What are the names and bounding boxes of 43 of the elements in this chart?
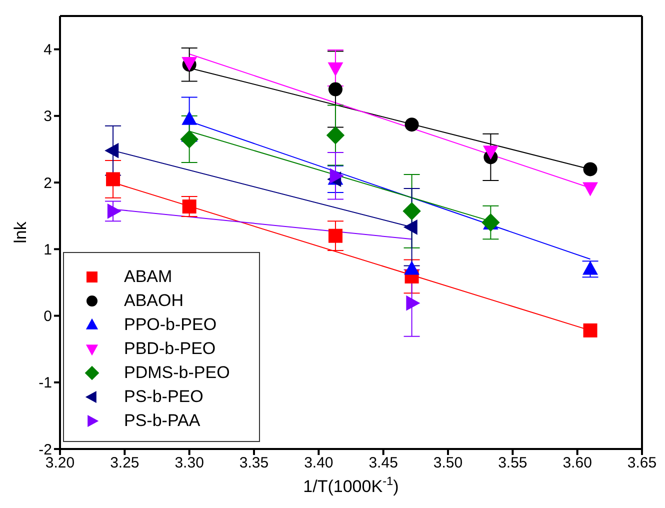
x-tick-label: 3.50 — [433, 454, 463, 472]
point — [406, 295, 420, 311]
x-tick-label: 3.35 — [239, 454, 269, 472]
point — [404, 260, 420, 275]
point — [582, 260, 598, 275]
x-tick-label: 3.30 — [174, 454, 204, 472]
point — [583, 162, 598, 176]
legend-label: ABAM — [124, 267, 172, 287]
legend-label: PDMS-b-PEO — [124, 363, 230, 383]
point — [104, 142, 119, 158]
legend-label: PS-b-PEO — [124, 387, 204, 407]
x-tick-label: 3.40 — [304, 454, 334, 472]
point — [180, 130, 198, 148]
point — [402, 202, 421, 220]
y-tick-label: 1 — [44, 241, 52, 258]
legend-label: PBD-b-PEO — [124, 339, 216, 359]
x-tick-label: 3.60 — [562, 454, 592, 472]
y-tick-label: 3 — [44, 108, 52, 126]
point — [582, 182, 598, 196]
legend-label: ABAOH — [124, 291, 184, 311]
x-tick-label: 3.25 — [110, 454, 140, 472]
point — [182, 200, 196, 214]
point — [328, 228, 342, 243]
y-tick-label: 2 — [44, 174, 52, 192]
point — [330, 168, 344, 184]
point — [482, 146, 498, 160]
x-tick-label: 3.45 — [368, 454, 398, 472]
point — [328, 62, 344, 76]
point — [107, 203, 122, 219]
x-axis-title: 1/T(1000K$^{-1}$) — [303, 474, 399, 496]
point — [583, 323, 598, 338]
x-tick-label: 3.55 — [498, 454, 528, 472]
y-tick-label: -1 — [38, 374, 52, 392]
x-tick-label: 3.65 — [627, 454, 657, 472]
y-tick-label: 4 — [44, 42, 52, 59]
legend-label: PPO-b-PEO — [124, 315, 217, 335]
y-axis-title: lnk — [11, 221, 30, 244]
point — [404, 118, 419, 132]
y-tick-label: 0 — [44, 308, 52, 326]
point — [326, 126, 345, 144]
point — [106, 172, 120, 186]
legend-label: PS-b-PAA — [124, 411, 200, 431]
point — [328, 82, 342, 96]
